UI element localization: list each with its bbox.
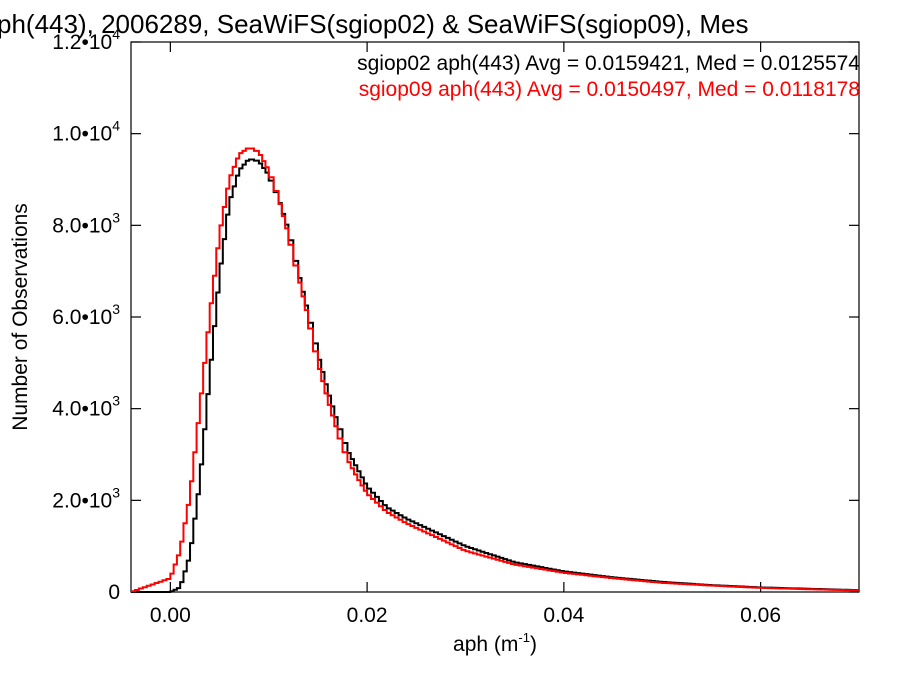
y-tick-exponent: 3 xyxy=(112,393,120,409)
y-tick-mantissa: 8.0•10 xyxy=(52,214,112,237)
x-axis-label: aph (m-1) xyxy=(453,630,537,656)
y-tick-label: 1.2•104 xyxy=(52,26,120,54)
y-tick-mantissa: 1.2•10 xyxy=(52,31,112,54)
y-tick-label: 1.0•104 xyxy=(52,118,120,146)
x-axis-label-close: ) xyxy=(530,633,537,656)
y-tick-exponent: 4 xyxy=(112,118,120,134)
chart-title: ph(443), 2006289, SeaWiFS(sgiop02) & Sea… xyxy=(0,9,748,39)
x-axis-label-text: aph (m xyxy=(453,633,518,656)
y-tick-label: 0 xyxy=(108,581,120,604)
x-axis: 0.00 0.02 0.04 0.06 xyxy=(150,42,781,627)
y-tick-exponent: 4 xyxy=(112,26,120,42)
series-line-sgiop09 xyxy=(131,147,859,593)
y-tick-mantissa: 2.0•10 xyxy=(52,489,112,512)
y-tick-mantissa: 1.0•10 xyxy=(52,123,112,146)
y-tick-label: 6.0•103 xyxy=(52,301,120,329)
y-axis: 02.0•1034.0•1036.0•1038.0•1031.0•1041.2•… xyxy=(52,26,859,604)
y-tick-exponent: 3 xyxy=(112,484,120,500)
y-tick-exponent: 3 xyxy=(112,209,120,225)
x-tick-label: 0.04 xyxy=(543,604,584,627)
legend-entry-sgiop02: sgiop02 aph(443) Avg = 0.0159421, Med = … xyxy=(357,52,860,75)
y-tick-label: 4.0•103 xyxy=(52,393,120,421)
x-tick-label: 0.02 xyxy=(347,604,388,627)
y-tick-mantissa: 4.0•10 xyxy=(52,398,112,421)
y-tick-mantissa: 0 xyxy=(108,581,120,604)
x-axis-label-exponent: -1 xyxy=(518,630,530,645)
y-tick-label: 2.0•103 xyxy=(52,484,120,512)
legend-entry-sgiop09: sgiop09 aph(443) Avg = 0.0150497, Med = … xyxy=(359,78,860,101)
y-axis-label: Number of Observations xyxy=(9,203,32,431)
y-tick-exponent: 3 xyxy=(112,301,120,317)
series-layer xyxy=(131,147,859,593)
y-tick-mantissa: 6.0•10 xyxy=(52,306,112,329)
y-tick-label: 8.0•103 xyxy=(52,209,120,237)
x-tick-label: 0.06 xyxy=(740,604,781,627)
x-tick-label: 0.00 xyxy=(150,604,191,627)
